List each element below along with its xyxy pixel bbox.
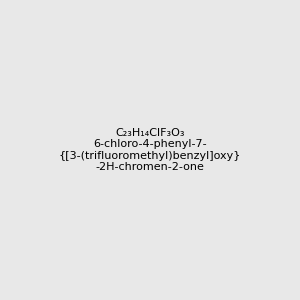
Text: C₂₃H₁₄ClF₃O₃
6-chloro-4-phenyl-7-
{[3-(trifluoromethyl)benzyl]oxy}
-2H-chromen-2: C₂₃H₁₄ClF₃O₃ 6-chloro-4-phenyl-7- {[3-(t… <box>59 128 241 172</box>
